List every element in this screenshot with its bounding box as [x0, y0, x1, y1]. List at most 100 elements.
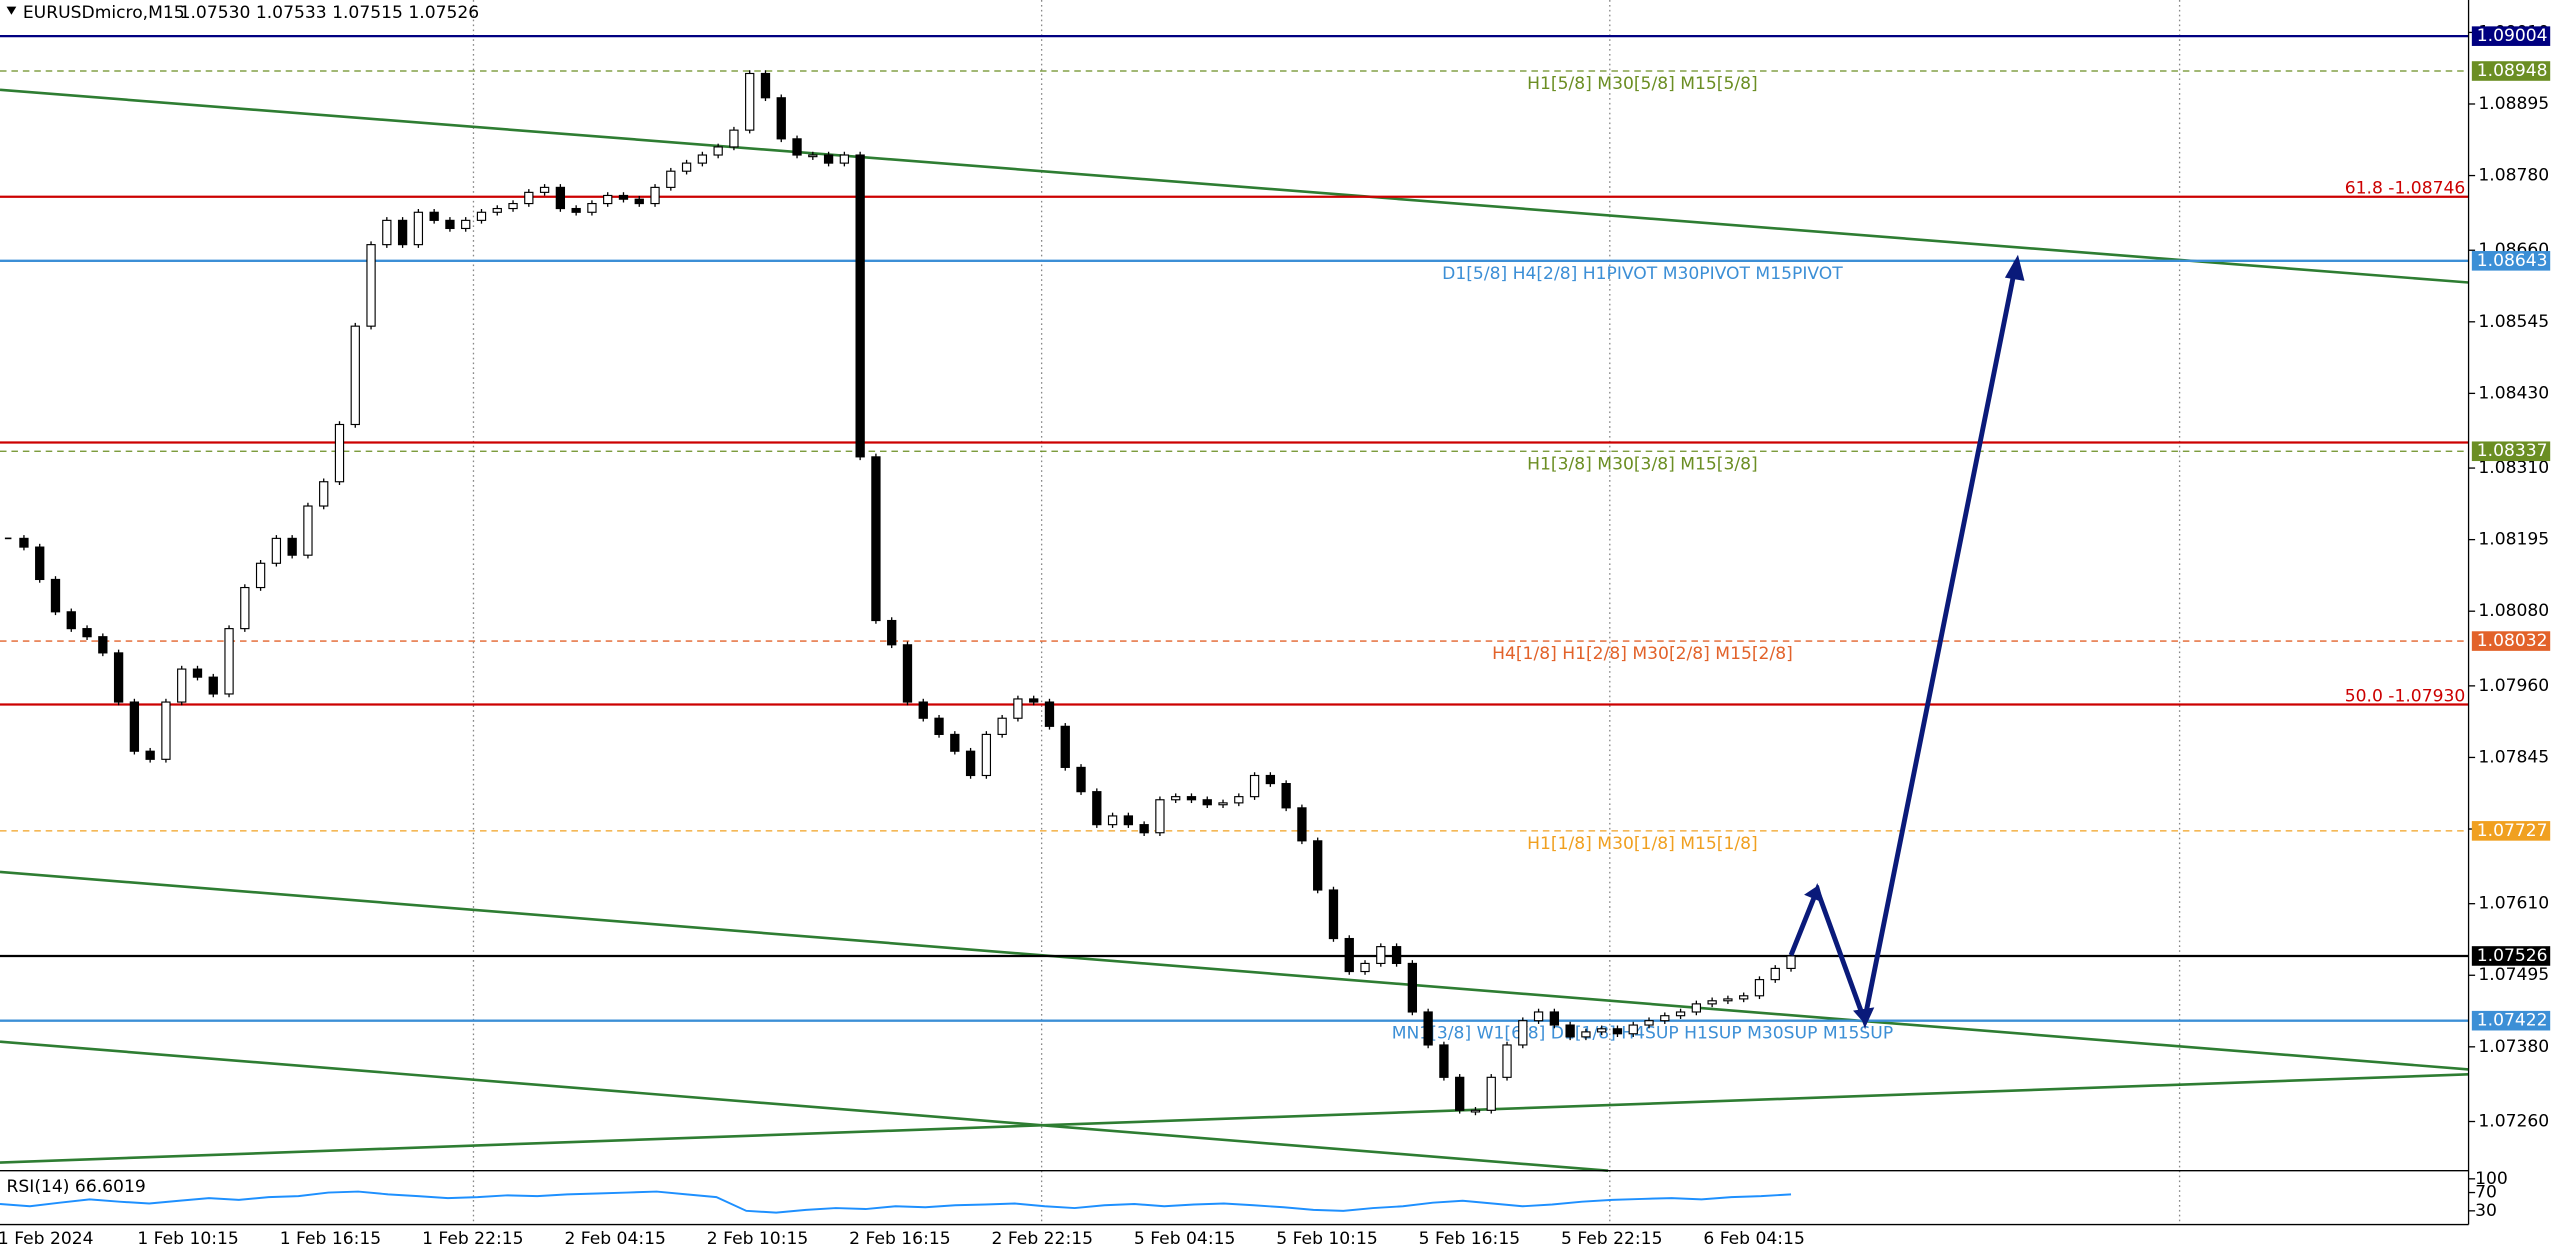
candle	[1470, 1109, 1481, 1113]
candle	[1675, 1011, 1686, 1017]
candle	[303, 505, 313, 556]
candle	[192, 668, 203, 678]
rsi-tick-label: 30	[2475, 1201, 2497, 1221]
candle	[776, 97, 786, 140]
x-tick-label: 5 Feb 04:15	[1134, 1229, 1235, 1249]
candle	[1092, 791, 1102, 826]
level-box	[2471, 26, 2551, 46]
candle	[1612, 1028, 1623, 1035]
x-tick-label: 2 Feb 10:15	[707, 1229, 808, 1249]
quote: 1.07530 1.07533 1.07515 1.07526	[180, 3, 480, 23]
level-box	[2471, 251, 2551, 271]
x-tick-label: 1 Feb 16:15	[280, 1229, 381, 1249]
candle	[839, 154, 850, 164]
candle	[713, 146, 723, 156]
candle	[697, 154, 708, 164]
candle	[1786, 955, 1796, 969]
candle	[1739, 995, 1749, 1000]
candle	[1597, 1028, 1607, 1033]
rsi-tick-label: 100	[2475, 1169, 2508, 1189]
candle	[1565, 1024, 1575, 1038]
x-tick-label: 1 Feb 10:15	[137, 1229, 238, 1249]
rsi-tick-label: 70	[2475, 1183, 2497, 1203]
level-box-label: 1.07422	[2477, 1011, 2548, 1031]
candle	[1171, 796, 1181, 801]
y-tick-label: 1.07260	[2478, 1112, 2549, 1132]
candle	[350, 325, 360, 426]
level-box	[2471, 441, 2551, 462]
candle	[1218, 802, 1228, 806]
candle	[1202, 799, 1212, 806]
candle	[887, 619, 897, 646]
candle	[1281, 783, 1291, 809]
candle	[634, 198, 644, 205]
level-text: 61.8 -1.08746	[2345, 179, 2466, 199]
candle	[508, 202, 518, 210]
candle	[66, 611, 76, 630]
candle	[287, 537, 297, 556]
candle	[19, 537, 29, 548]
candle	[760, 72, 771, 99]
candle	[161, 701, 171, 760]
candle	[1107, 815, 1118, 826]
candle	[413, 211, 424, 246]
level-text: H1[1/8] M30[1/8] M15[1/8]	[1527, 834, 1758, 854]
level-box	[2471, 821, 2551, 841]
candle	[823, 154, 834, 164]
trend-line	[0, 1073, 2469, 1164]
candle	[1186, 796, 1197, 801]
x-tick-label: 2 Feb 16:15	[849, 1229, 950, 1249]
candle	[1123, 815, 1134, 826]
candle	[1423, 1011, 1433, 1046]
candle	[1770, 967, 1780, 981]
candle	[918, 701, 928, 719]
candle	[1628, 1024, 1638, 1035]
y-tick-label: 1.08195	[2478, 530, 2549, 550]
x-tick-label: 2 Feb 04:15	[564, 1229, 665, 1249]
level-box-label: 1.07727	[2477, 821, 2548, 841]
level-text: H1[3/8] M30[3/8] M15[3/8]	[1527, 454, 1758, 474]
candle	[82, 628, 92, 638]
candle	[603, 194, 613, 205]
candle	[208, 676, 218, 695]
candle	[539, 186, 550, 193]
candle	[1076, 766, 1086, 793]
y-tick-label: 1.08895	[2478, 94, 2549, 114]
candle	[445, 219, 455, 230]
candle	[571, 207, 581, 213]
candle	[965, 750, 976, 777]
candle	[1249, 774, 1260, 798]
level-box-label: 1.08643	[2477, 251, 2548, 271]
candle	[35, 546, 45, 581]
candle	[145, 750, 155, 760]
x-tick-label: 5 Feb 16:15	[1419, 1229, 1520, 1249]
y-tick-label: 1.07495	[2478, 965, 2549, 985]
candle	[476, 211, 487, 221]
candle	[1439, 1044, 1449, 1078]
trend-line	[0, 88, 2469, 284]
x-tick-label: 6 Feb 04:15	[1703, 1229, 1804, 1249]
candle	[729, 129, 739, 148]
candles	[4, 70, 1796, 1116]
candle	[950, 733, 960, 752]
candle	[650, 186, 660, 205]
candle	[792, 138, 802, 156]
candle	[50, 578, 61, 613]
candle	[366, 244, 376, 327]
x-tick-label: 1 Feb 2024	[0, 1229, 94, 1249]
candle	[1486, 1076, 1496, 1111]
candle	[934, 717, 944, 735]
level-box	[2471, 631, 2551, 651]
candle	[240, 586, 250, 630]
candle	[981, 733, 992, 777]
candle	[429, 211, 439, 221]
candle	[681, 162, 692, 172]
candle	[1013, 698, 1023, 719]
candle	[997, 717, 1007, 735]
candle	[745, 72, 755, 131]
candle	[224, 628, 234, 695]
candle	[1549, 1011, 1560, 1026]
y-tick-label: 1.08310	[2478, 458, 2549, 478]
